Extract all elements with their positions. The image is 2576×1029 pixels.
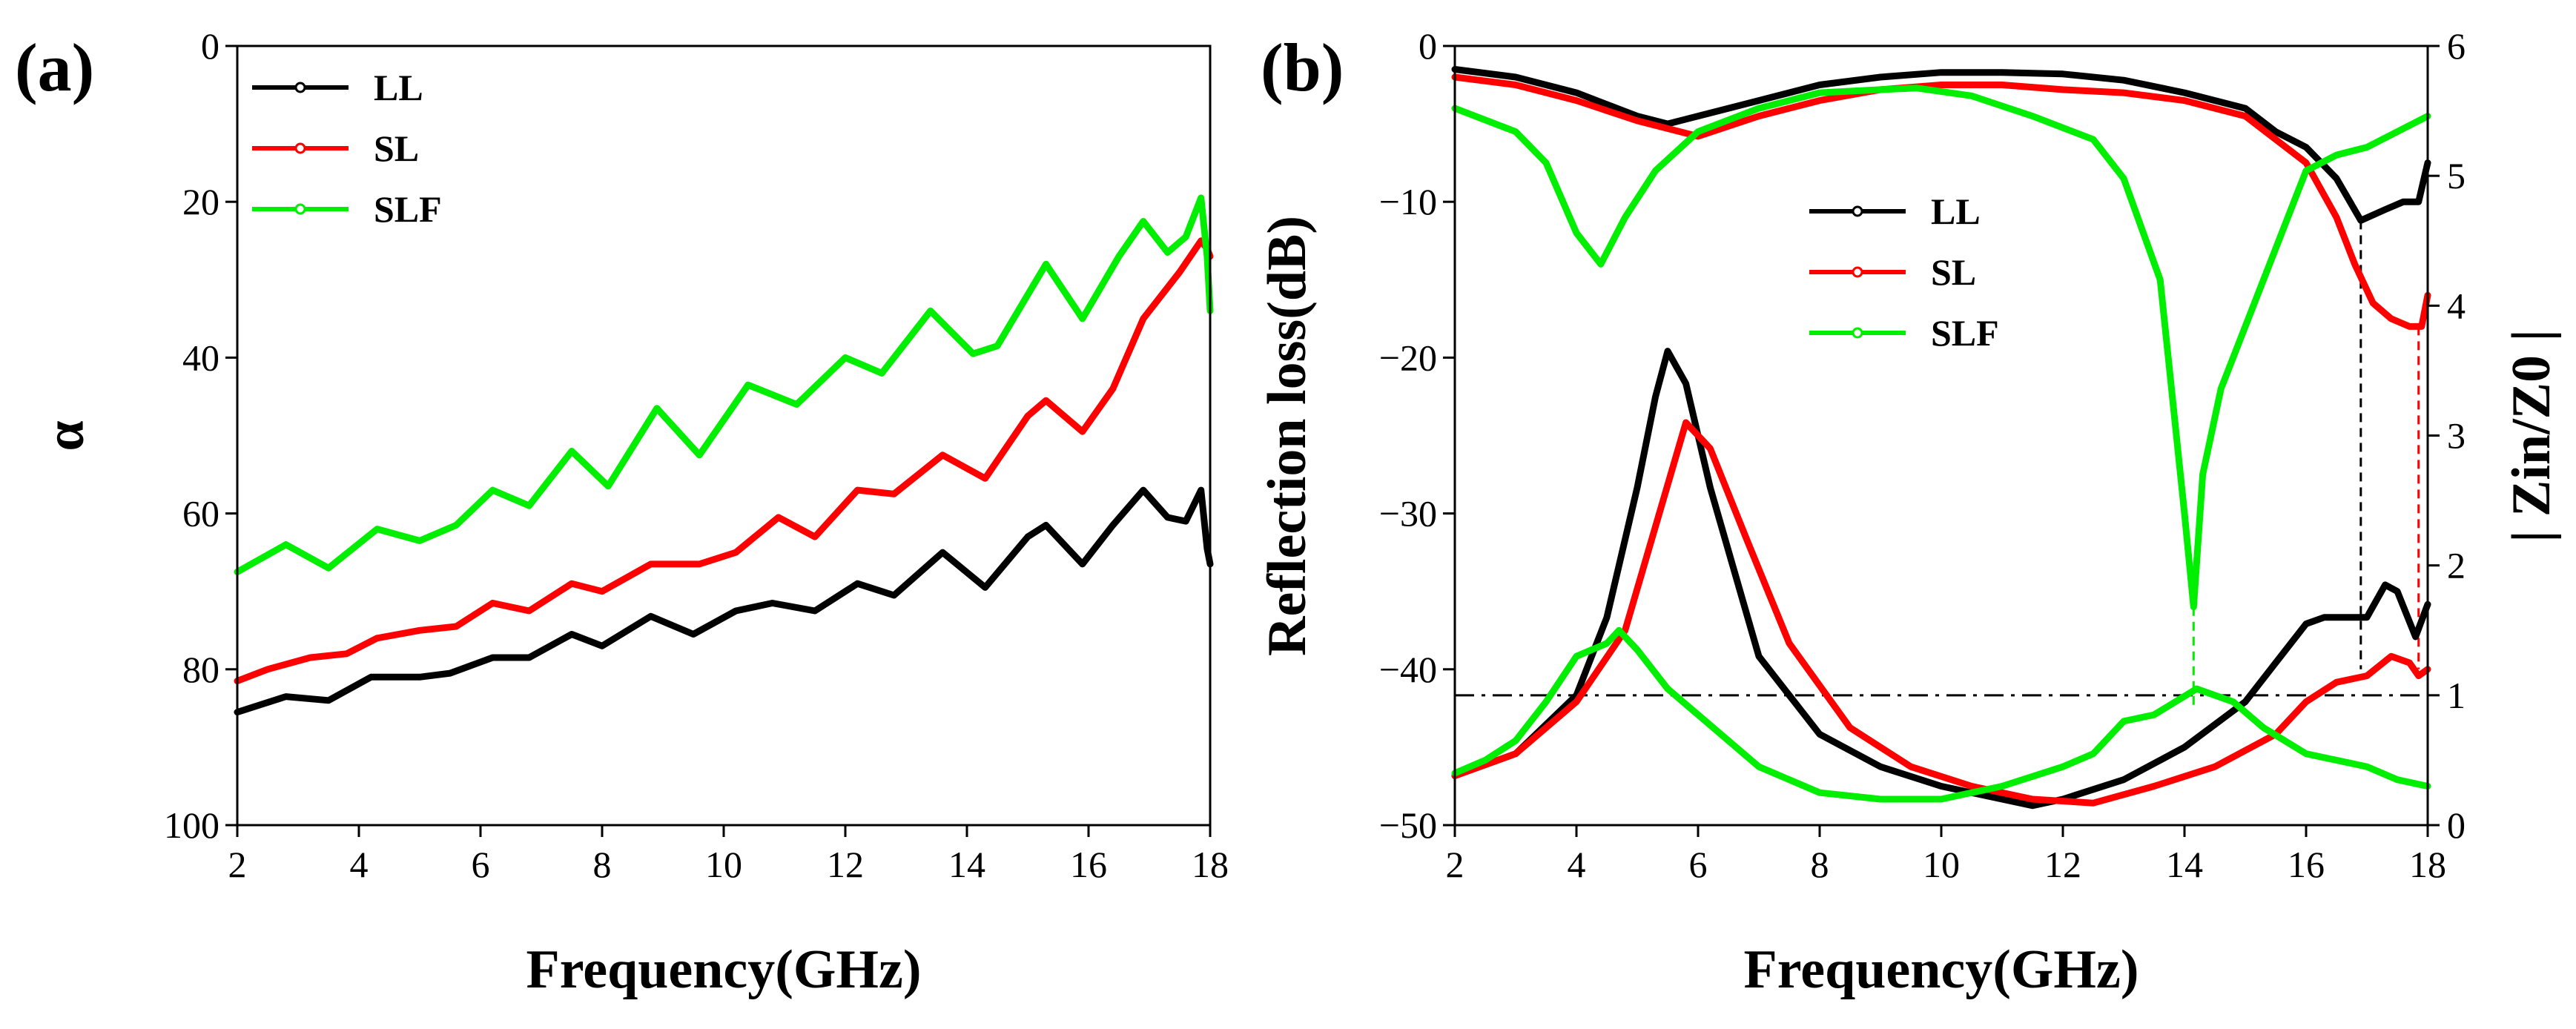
panel-a-xtick-label: 12 bbox=[827, 844, 864, 885]
legend-marker bbox=[1852, 205, 1863, 217]
panel-b-xtick-label: 18 bbox=[2409, 844, 2446, 885]
series-ll-zin-z0-line bbox=[1451, 348, 2431, 810]
panel-b-label: (b) bbox=[1261, 30, 1344, 105]
panel-a-xtick-label: 2 bbox=[228, 844, 247, 885]
series-ll-line bbox=[1451, 66, 2431, 224]
series-sl-line bbox=[234, 237, 1214, 685]
panel-b-ytick-label: −40 bbox=[1379, 649, 1437, 690]
legend-label: SLF bbox=[374, 188, 442, 230]
panel-b-ytick-label: −30 bbox=[1379, 493, 1437, 535]
panel-b-xtick-label: 4 bbox=[1568, 844, 1586, 885]
panel-b-xtick-label: 2 bbox=[1446, 844, 1464, 885]
series-sl-line bbox=[1451, 73, 2431, 330]
panel-b-ytick-right-label: 5 bbox=[2447, 155, 2466, 196]
panel-b-xlabel: Frequency(GHz) bbox=[1744, 939, 2139, 1000]
legend-label: LL bbox=[1931, 191, 1981, 232]
panel-b-xtick-label: 8 bbox=[1811, 844, 1829, 885]
panel-b-ytick-right-label: 6 bbox=[2447, 25, 2466, 67]
panel-a-ytick-label: 100 bbox=[164, 804, 219, 846]
panel-b-xtick-label: 12 bbox=[2044, 844, 2081, 885]
panel-a-ytick-label: 0 bbox=[201, 25, 219, 67]
panel-a-ytick-label: 40 bbox=[182, 337, 219, 378]
panel-b-ytick-right-label: 3 bbox=[2447, 415, 2466, 457]
panel-a-xtick-label: 18 bbox=[1192, 844, 1229, 885]
panel-b-ytick-right-label: 4 bbox=[2447, 285, 2466, 326]
panel-a-ytick-label: 20 bbox=[182, 181, 219, 222]
panel-a-xtick-label: 4 bbox=[350, 844, 369, 885]
panel-b-ytick-right-label: 1 bbox=[2447, 675, 2466, 716]
panel-b-ytick-label: 0 bbox=[1419, 25, 1437, 67]
panel-a-xtick-label: 8 bbox=[593, 844, 612, 885]
panel-b-ytick-right-label: 2 bbox=[2447, 545, 2466, 586]
panel-a-xlabel: Frequency(GHz) bbox=[526, 939, 922, 1000]
panel-a-ylabel: α bbox=[35, 420, 96, 451]
series-slf-zin-z0-line bbox=[1451, 626, 2431, 803]
panel-b-ytick-label: −10 bbox=[1379, 181, 1437, 222]
panel-b-ylabel: Reflection loss(dB) bbox=[1257, 216, 1318, 656]
legend-label: SL bbox=[1931, 251, 1976, 293]
legend-label: SLF bbox=[1931, 312, 1999, 354]
panel-a-ytick-label: 80 bbox=[182, 649, 219, 690]
panel-b-ytick-label: −20 bbox=[1379, 337, 1437, 378]
panel-b-ytick-label: −50 bbox=[1379, 804, 1437, 846]
series-ll-line bbox=[234, 486, 1214, 716]
legend-marker bbox=[1852, 327, 1863, 339]
legend-marker bbox=[294, 203, 306, 215]
series-slf-line bbox=[1451, 85, 2431, 611]
panel-b-ytick-right-label: 0 bbox=[2447, 804, 2466, 846]
panel-a-plot: 2 4 6 8 10 12 14 16 18 0 20 40 60 80 100 LL SL SLF Frequ… bbox=[35, 25, 1229, 1000]
panel-a-legend: LL SL SLF bbox=[252, 67, 442, 230]
panel-b-xtick-label: 10 bbox=[1923, 844, 1960, 885]
panel-b-xtick-label: 14 bbox=[2166, 844, 2203, 885]
panel-b-xtick-label: 6 bbox=[1689, 844, 1708, 885]
panel-a-label: (a) bbox=[15, 30, 94, 105]
panel-b-frame bbox=[1453, 44, 2429, 827]
panel-a-xtick-label: 14 bbox=[948, 844, 985, 885]
panel-b-ylabel-right: | Zin/Z0 | bbox=[2501, 329, 2562, 543]
panel-a-xtick-label: 16 bbox=[1070, 844, 1107, 885]
legend-label: SL bbox=[374, 128, 419, 169]
panel-b-legend: LL SL SLF bbox=[1809, 191, 1999, 354]
legend-marker bbox=[294, 142, 306, 154]
panel-a-ytick-label: 60 bbox=[182, 493, 219, 535]
panel-b-xtick-label: 16 bbox=[2288, 844, 2325, 885]
series-sl-zin-z0-line bbox=[1451, 419, 2431, 807]
legend-marker bbox=[1852, 266, 1863, 278]
panel-a-xtick-label: 6 bbox=[472, 844, 490, 885]
legend-marker bbox=[294, 82, 306, 93]
series-slf-line bbox=[234, 194, 1214, 575]
panel-a-xtick-label: 10 bbox=[705, 844, 742, 885]
legend-label: LL bbox=[374, 67, 423, 108]
